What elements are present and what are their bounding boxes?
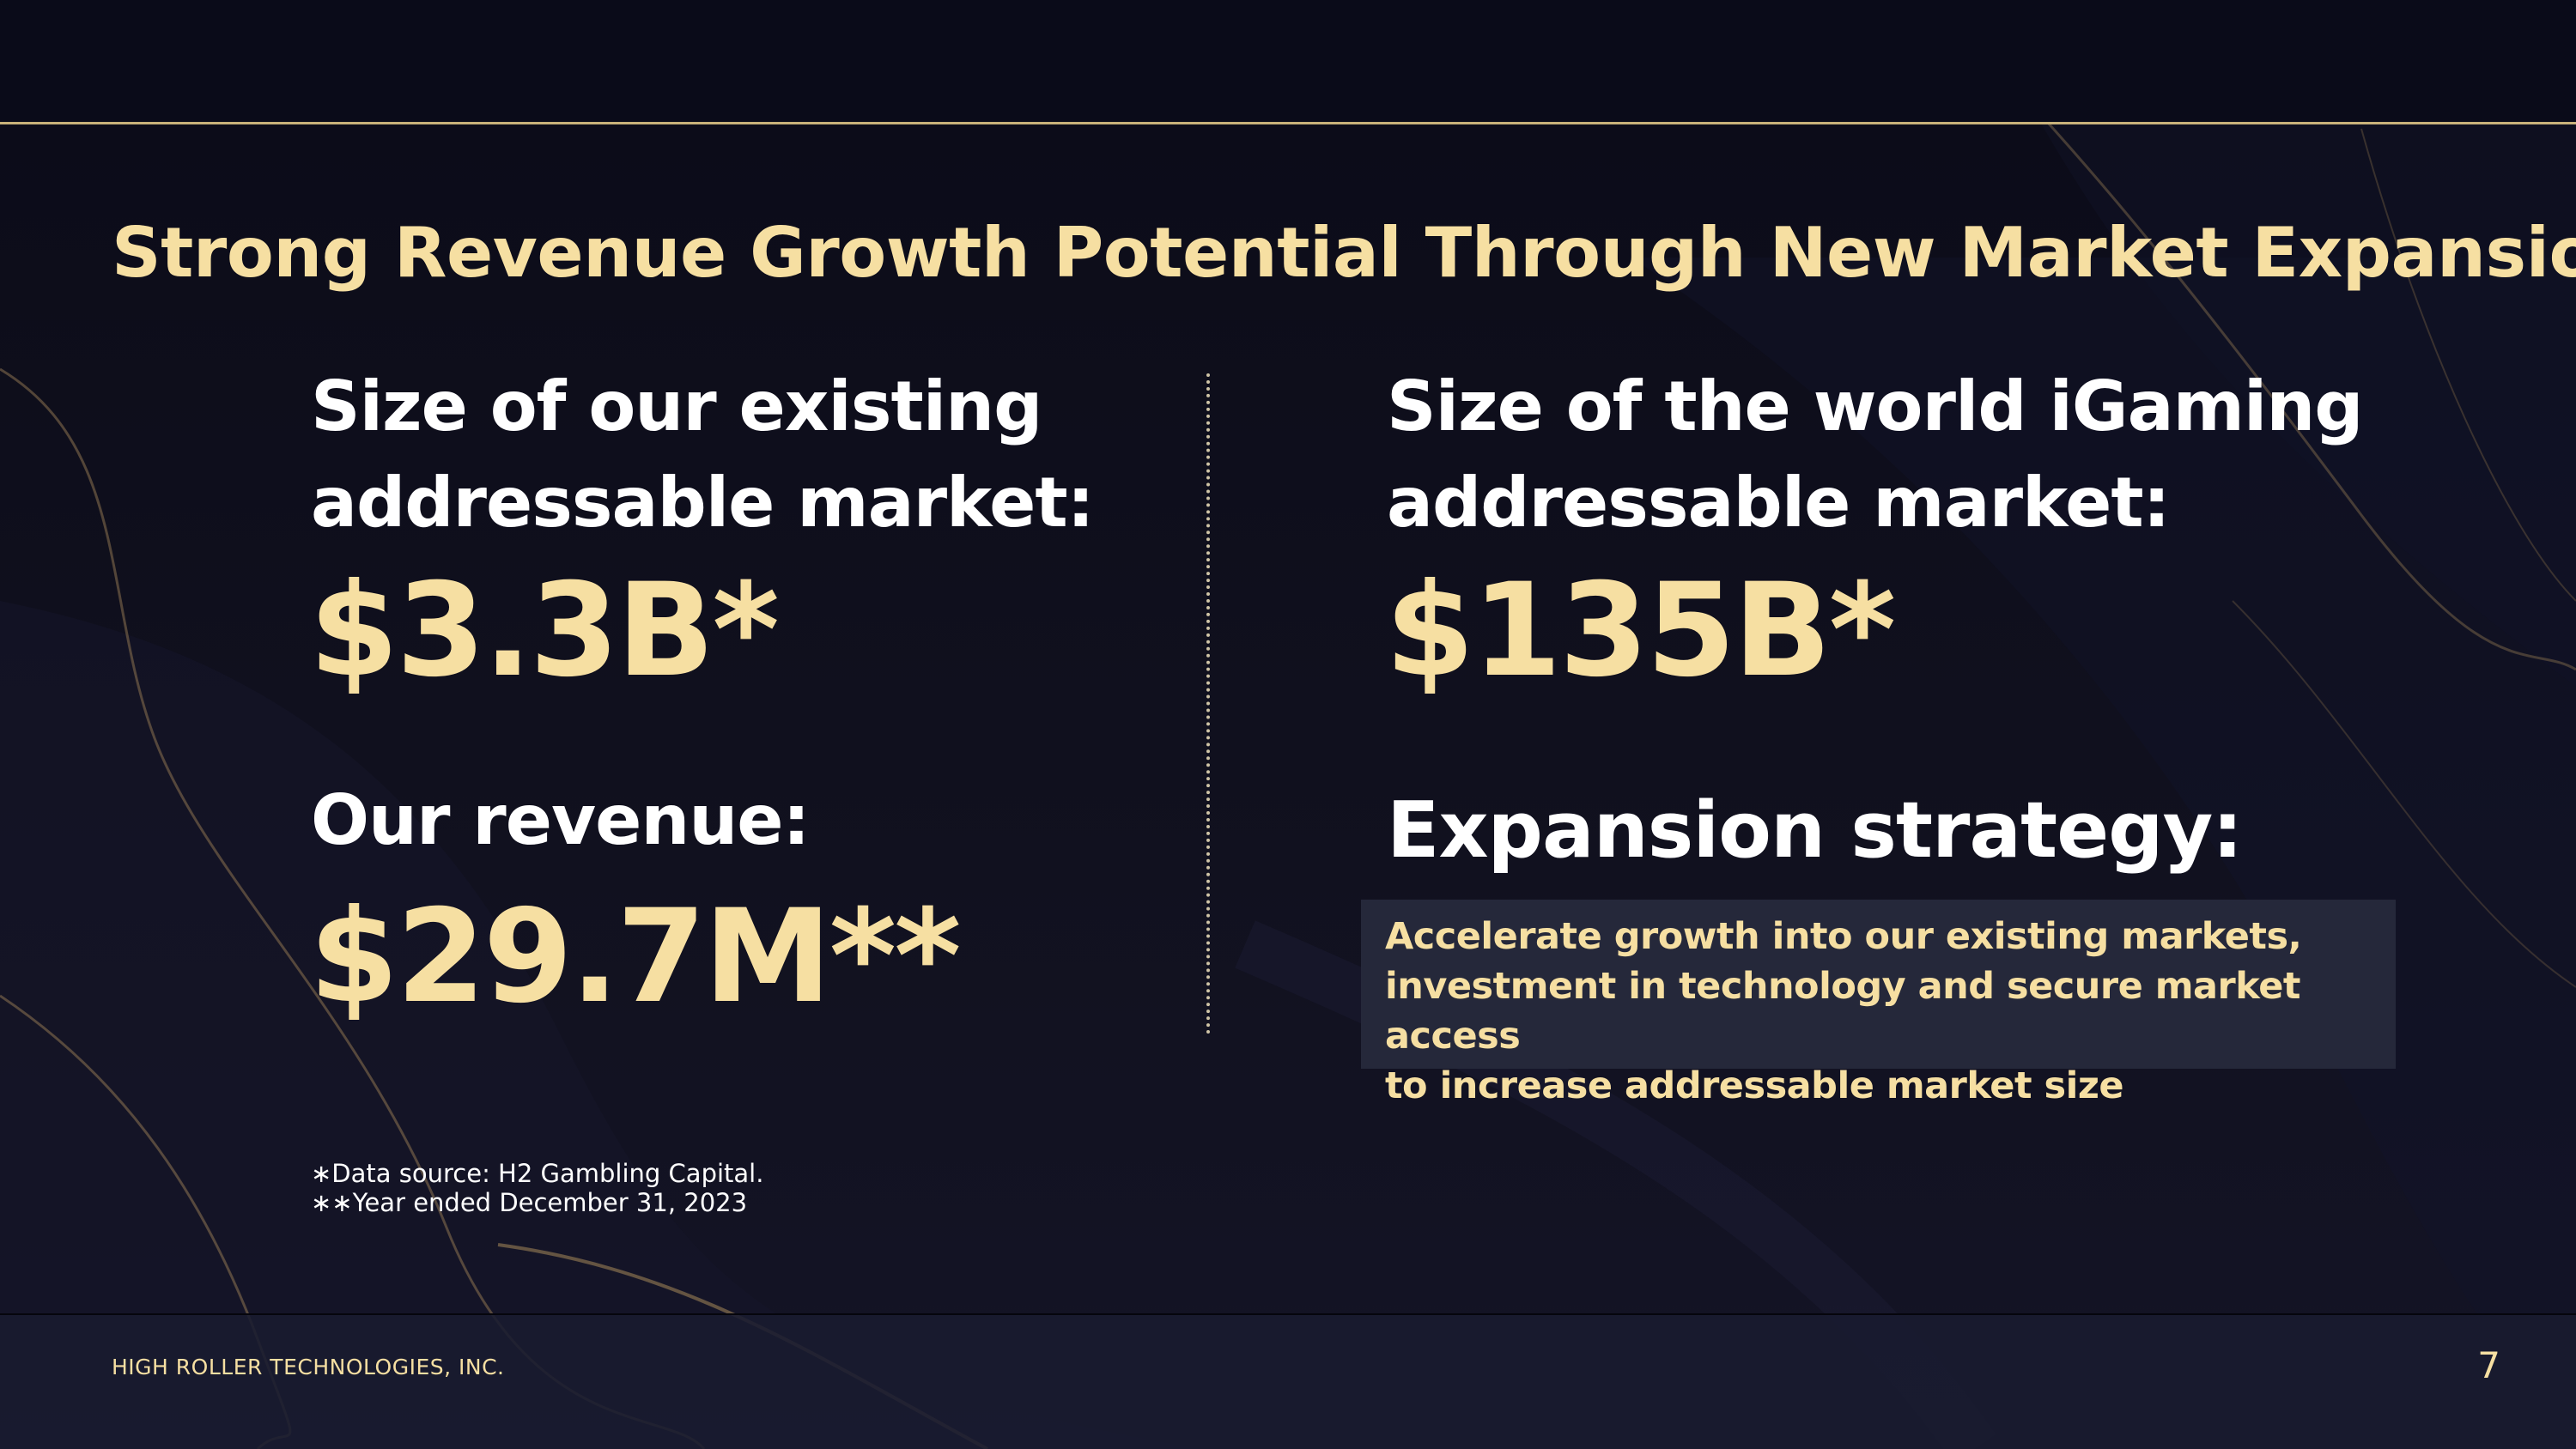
footer-band	[0, 1313, 2576, 1449]
world-market-label: Size of the world iGaming addressable ma…	[1387, 359, 2364, 551]
strategy-line-2: investment in technology and secure mark…	[1385, 965, 2300, 1058]
footnote-data-source: ∗Data source: H2 Gambling Capital.	[311, 1159, 764, 1188]
column-divider	[1206, 373, 1210, 1034]
world-market-label-line2: addressable market:	[1387, 463, 2171, 543]
existing-market-label: Size of our existing addressable market:	[311, 359, 1095, 551]
header-band	[0, 0, 2576, 122]
strategy-line-3: to increase addressable market size	[1385, 1064, 2124, 1107]
strategy-text: Accelerate growth into our existing mark…	[1385, 912, 2372, 1111]
header-rule	[0, 122, 2576, 124]
strategy-label: Expansion strategy:	[1387, 785, 2243, 876]
world-market-label-line1: Size of the world iGaming	[1387, 367, 2364, 446]
footnote-year-ended: ∗∗Year ended December 31, 2023	[311, 1188, 748, 1217]
page-number: 7	[2477, 1344, 2500, 1386]
existing-market-value: $3.3B*	[309, 556, 780, 706]
company-name: HIGH ROLLER TECHNOLOGIES, INC.	[112, 1355, 505, 1379]
strategy-line-1: Accelerate growth into our existing mark…	[1385, 915, 2302, 958]
existing-market-label-line2: addressable market:	[311, 463, 1095, 543]
world-market-value: $135B*	[1385, 556, 1896, 706]
existing-market-label-line1: Size of our existing	[311, 367, 1042, 446]
footnotes: ∗Data source: H2 Gambling Capital. ∗∗Yea…	[311, 1159, 763, 1217]
revenue-value: $29.7M**	[309, 882, 962, 1032]
slide-title: Strong Revenue Growth Potential Through …	[112, 213, 2576, 293]
revenue-label: Our revenue:	[311, 780, 811, 860]
strategy-box: Accelerate growth into our existing mark…	[1361, 900, 2396, 1107]
